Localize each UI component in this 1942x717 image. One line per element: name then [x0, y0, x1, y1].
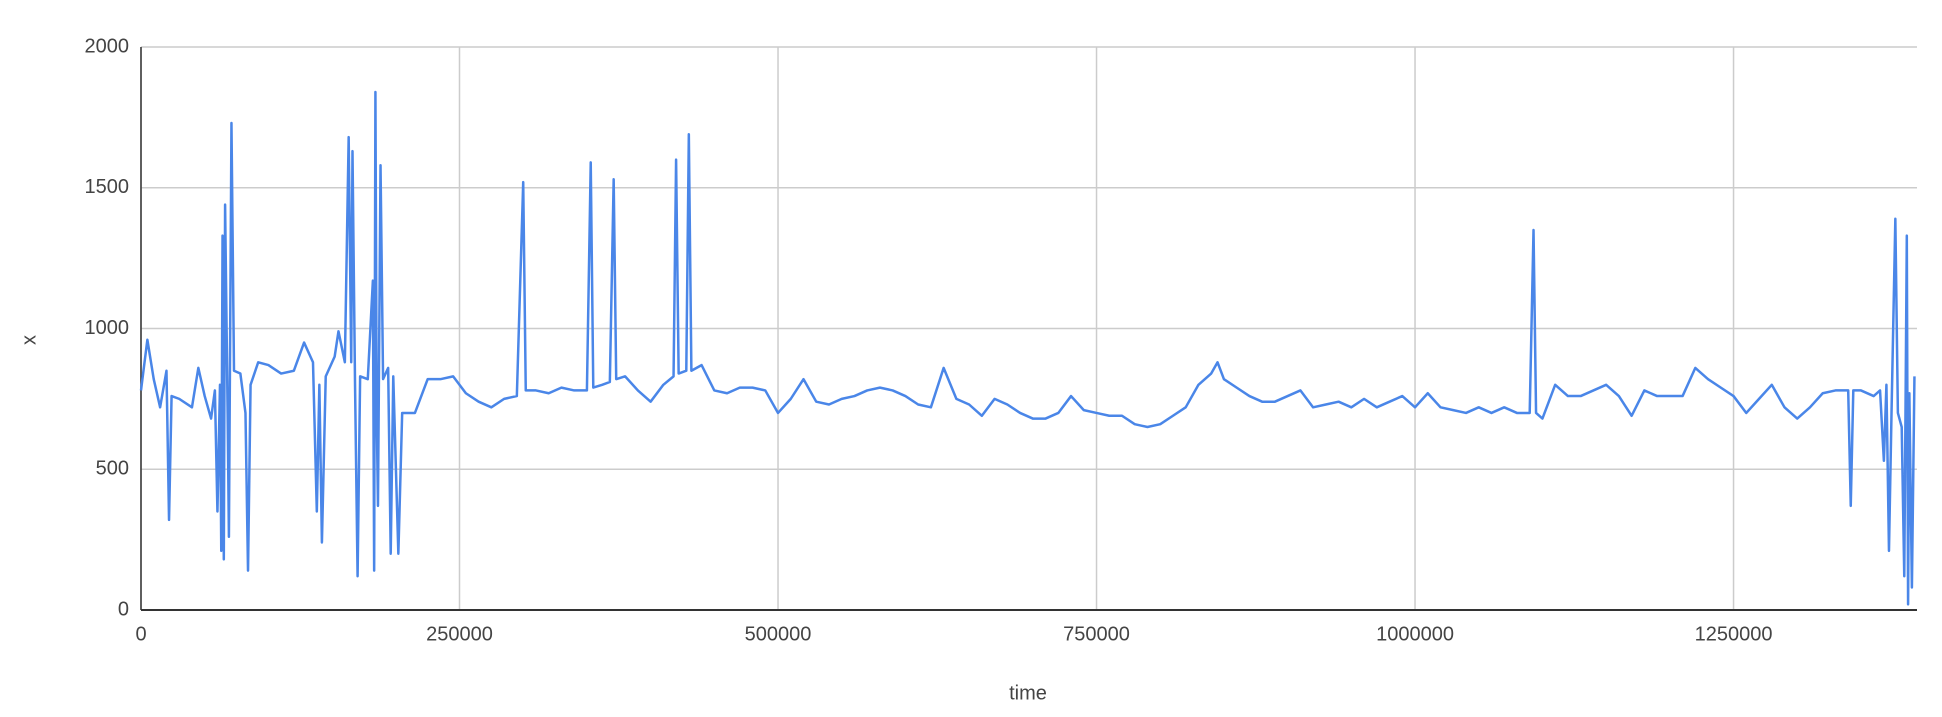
x-tick-label: 750000: [1063, 623, 1130, 645]
y-tick-label: 2000: [85, 35, 130, 57]
x-tick-label: 1250000: [1695, 623, 1773, 645]
x-tick-label: 0: [135, 623, 146, 645]
y-tick-label: 0: [118, 598, 129, 620]
x-axis-label: time: [1009, 682, 1047, 704]
y-tick-label: 1500: [85, 176, 130, 198]
y-tick-label: 500: [96, 458, 129, 480]
y-tick-label: 1000: [85, 317, 130, 339]
x-tick-label: 250000: [426, 623, 493, 645]
x-tick-label: 500000: [745, 623, 812, 645]
x-tick-label: 1000000: [1376, 623, 1454, 645]
y-axis-label: x: [18, 335, 40, 345]
data-line: [139, 90, 1916, 606]
